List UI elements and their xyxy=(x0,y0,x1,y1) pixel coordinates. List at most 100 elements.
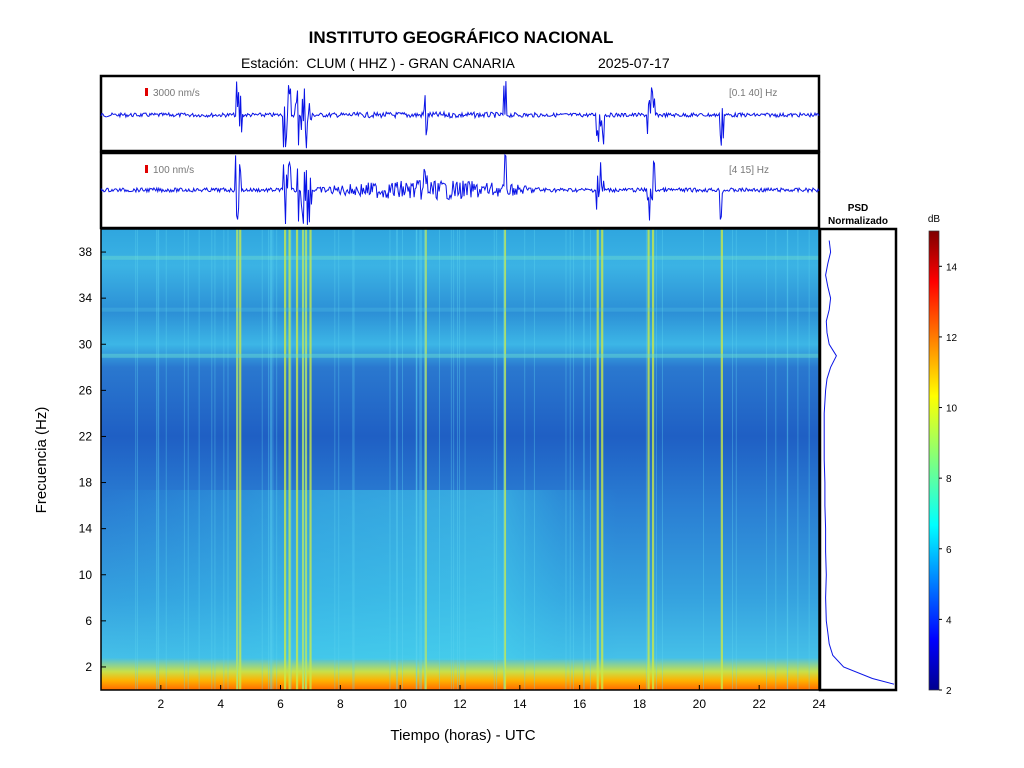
noise-streak xyxy=(270,229,272,690)
noise-streak xyxy=(419,229,421,690)
event-streak xyxy=(720,229,723,690)
noise-streak xyxy=(157,229,159,690)
noise-streak xyxy=(136,229,138,690)
noise-streak xyxy=(402,229,404,690)
event-streak xyxy=(424,229,427,690)
event-streak xyxy=(288,229,291,690)
x-tick-label: 14 xyxy=(513,697,527,711)
noise-streak xyxy=(302,229,304,690)
y-tick-label: 38 xyxy=(79,245,93,259)
noise-streak xyxy=(269,229,271,690)
noise-streak xyxy=(493,229,495,690)
noise-streak xyxy=(135,229,137,690)
noise-streak xyxy=(165,229,167,690)
event-streak xyxy=(503,229,507,690)
noise-streak xyxy=(503,229,505,690)
noise-streak xyxy=(450,229,452,690)
y-tick-label: 18 xyxy=(79,476,93,490)
noise-streak xyxy=(496,229,498,690)
psd-title: PSD xyxy=(848,203,869,214)
noise-streak xyxy=(438,229,440,690)
noise-streak xyxy=(155,229,157,690)
x-tick-label: 2 xyxy=(157,697,164,711)
noise-streak xyxy=(565,229,567,690)
noise-streak xyxy=(397,229,399,690)
chart-title: INSTITUTO GEOGRÁFICO NACIONAL xyxy=(308,28,614,47)
psd-curve xyxy=(823,240,895,685)
event-streak xyxy=(309,229,312,690)
frequency-band xyxy=(101,353,819,358)
noise-streak xyxy=(338,229,340,690)
noise-streak xyxy=(158,229,160,690)
noise-streak xyxy=(735,229,737,690)
noise-streak xyxy=(187,229,189,690)
x-tick-label: 22 xyxy=(752,697,766,711)
noise-streak xyxy=(589,229,591,690)
noise-streak xyxy=(416,229,418,690)
noise-streak xyxy=(223,229,225,690)
x-tick-label: 8 xyxy=(337,697,344,711)
noise-streak xyxy=(453,229,455,690)
scale-label-1: 3000 nm/s xyxy=(153,88,200,99)
colorbar-tick-label: 2 xyxy=(946,686,952,697)
noise-streak xyxy=(236,229,238,690)
y-tick-label: 30 xyxy=(79,337,93,351)
noise-streak xyxy=(655,229,657,690)
event-streak xyxy=(239,229,242,690)
noise-streak xyxy=(775,229,777,690)
event-streak xyxy=(295,229,299,690)
colorbar-tick-label: 10 xyxy=(946,404,958,415)
noise-streak xyxy=(583,229,585,690)
y-tick-label: 22 xyxy=(79,429,93,443)
scale-label-2: 100 nm/s xyxy=(153,165,194,176)
colorbar-tick-label: 12 xyxy=(946,333,958,344)
y-tick-label: 10 xyxy=(79,568,93,582)
event-streak xyxy=(596,229,599,690)
psd-panel: PSD Normalizado xyxy=(818,203,898,692)
event-streak xyxy=(647,229,650,690)
x-tick-label: 6 xyxy=(277,697,284,711)
noise-streak xyxy=(211,229,213,690)
x-tick-label: 12 xyxy=(453,697,467,711)
noise-streak xyxy=(787,229,789,690)
psd-subtitle: Normalizado xyxy=(828,216,888,227)
noise-streak xyxy=(290,229,292,690)
noise-streak xyxy=(227,229,229,690)
noise-streak xyxy=(268,229,270,690)
x-axis-ticks: 2 4 6 8 10 12 14 16 18 20 22 24 xyxy=(157,685,826,711)
x-axis-label: Tiempo (horas) - UTC xyxy=(390,727,535,744)
noise-streak xyxy=(272,229,274,690)
date-label: 2025-07-17 xyxy=(598,55,670,71)
noise-streak xyxy=(808,229,810,690)
x-tick-label: 10 xyxy=(393,697,407,711)
event-streak xyxy=(236,229,239,690)
frequency-band xyxy=(101,255,819,260)
trace-panel-broadband: 3000 nm/s [0.1 40] Hz xyxy=(99,74,821,153)
y-axis-label: Frecuencia (Hz) xyxy=(33,407,50,514)
y-tick-label: 14 xyxy=(79,522,93,536)
station-subtitle: Estación: CLUM ( HHZ ) - GRAN CANARIA xyxy=(241,55,515,71)
colorbar-tick-label: 8 xyxy=(946,474,952,485)
noise-streak xyxy=(569,229,571,690)
x-tick-label: 4 xyxy=(217,697,224,711)
event-streak xyxy=(601,229,604,690)
y-tick-label: 2 xyxy=(85,660,92,674)
x-tick-label: 18 xyxy=(633,697,647,711)
noise-streak xyxy=(352,229,354,690)
noise-streak xyxy=(389,229,391,690)
y-tick-label: 34 xyxy=(79,291,93,305)
event-streak xyxy=(304,229,308,690)
colorbar-unit: dB xyxy=(928,214,941,225)
y-tick-label: 6 xyxy=(85,614,92,628)
noise-streak xyxy=(424,229,426,690)
noise-streak xyxy=(183,229,185,690)
noise-streak xyxy=(261,229,263,690)
scale-bar-1 xyxy=(145,88,148,96)
noise-streak xyxy=(702,229,704,690)
noise-streak xyxy=(573,229,575,690)
noise-streak xyxy=(524,229,526,690)
broadband-waveform xyxy=(100,81,820,149)
noise-streak xyxy=(786,229,788,690)
noise-streak xyxy=(732,229,734,690)
